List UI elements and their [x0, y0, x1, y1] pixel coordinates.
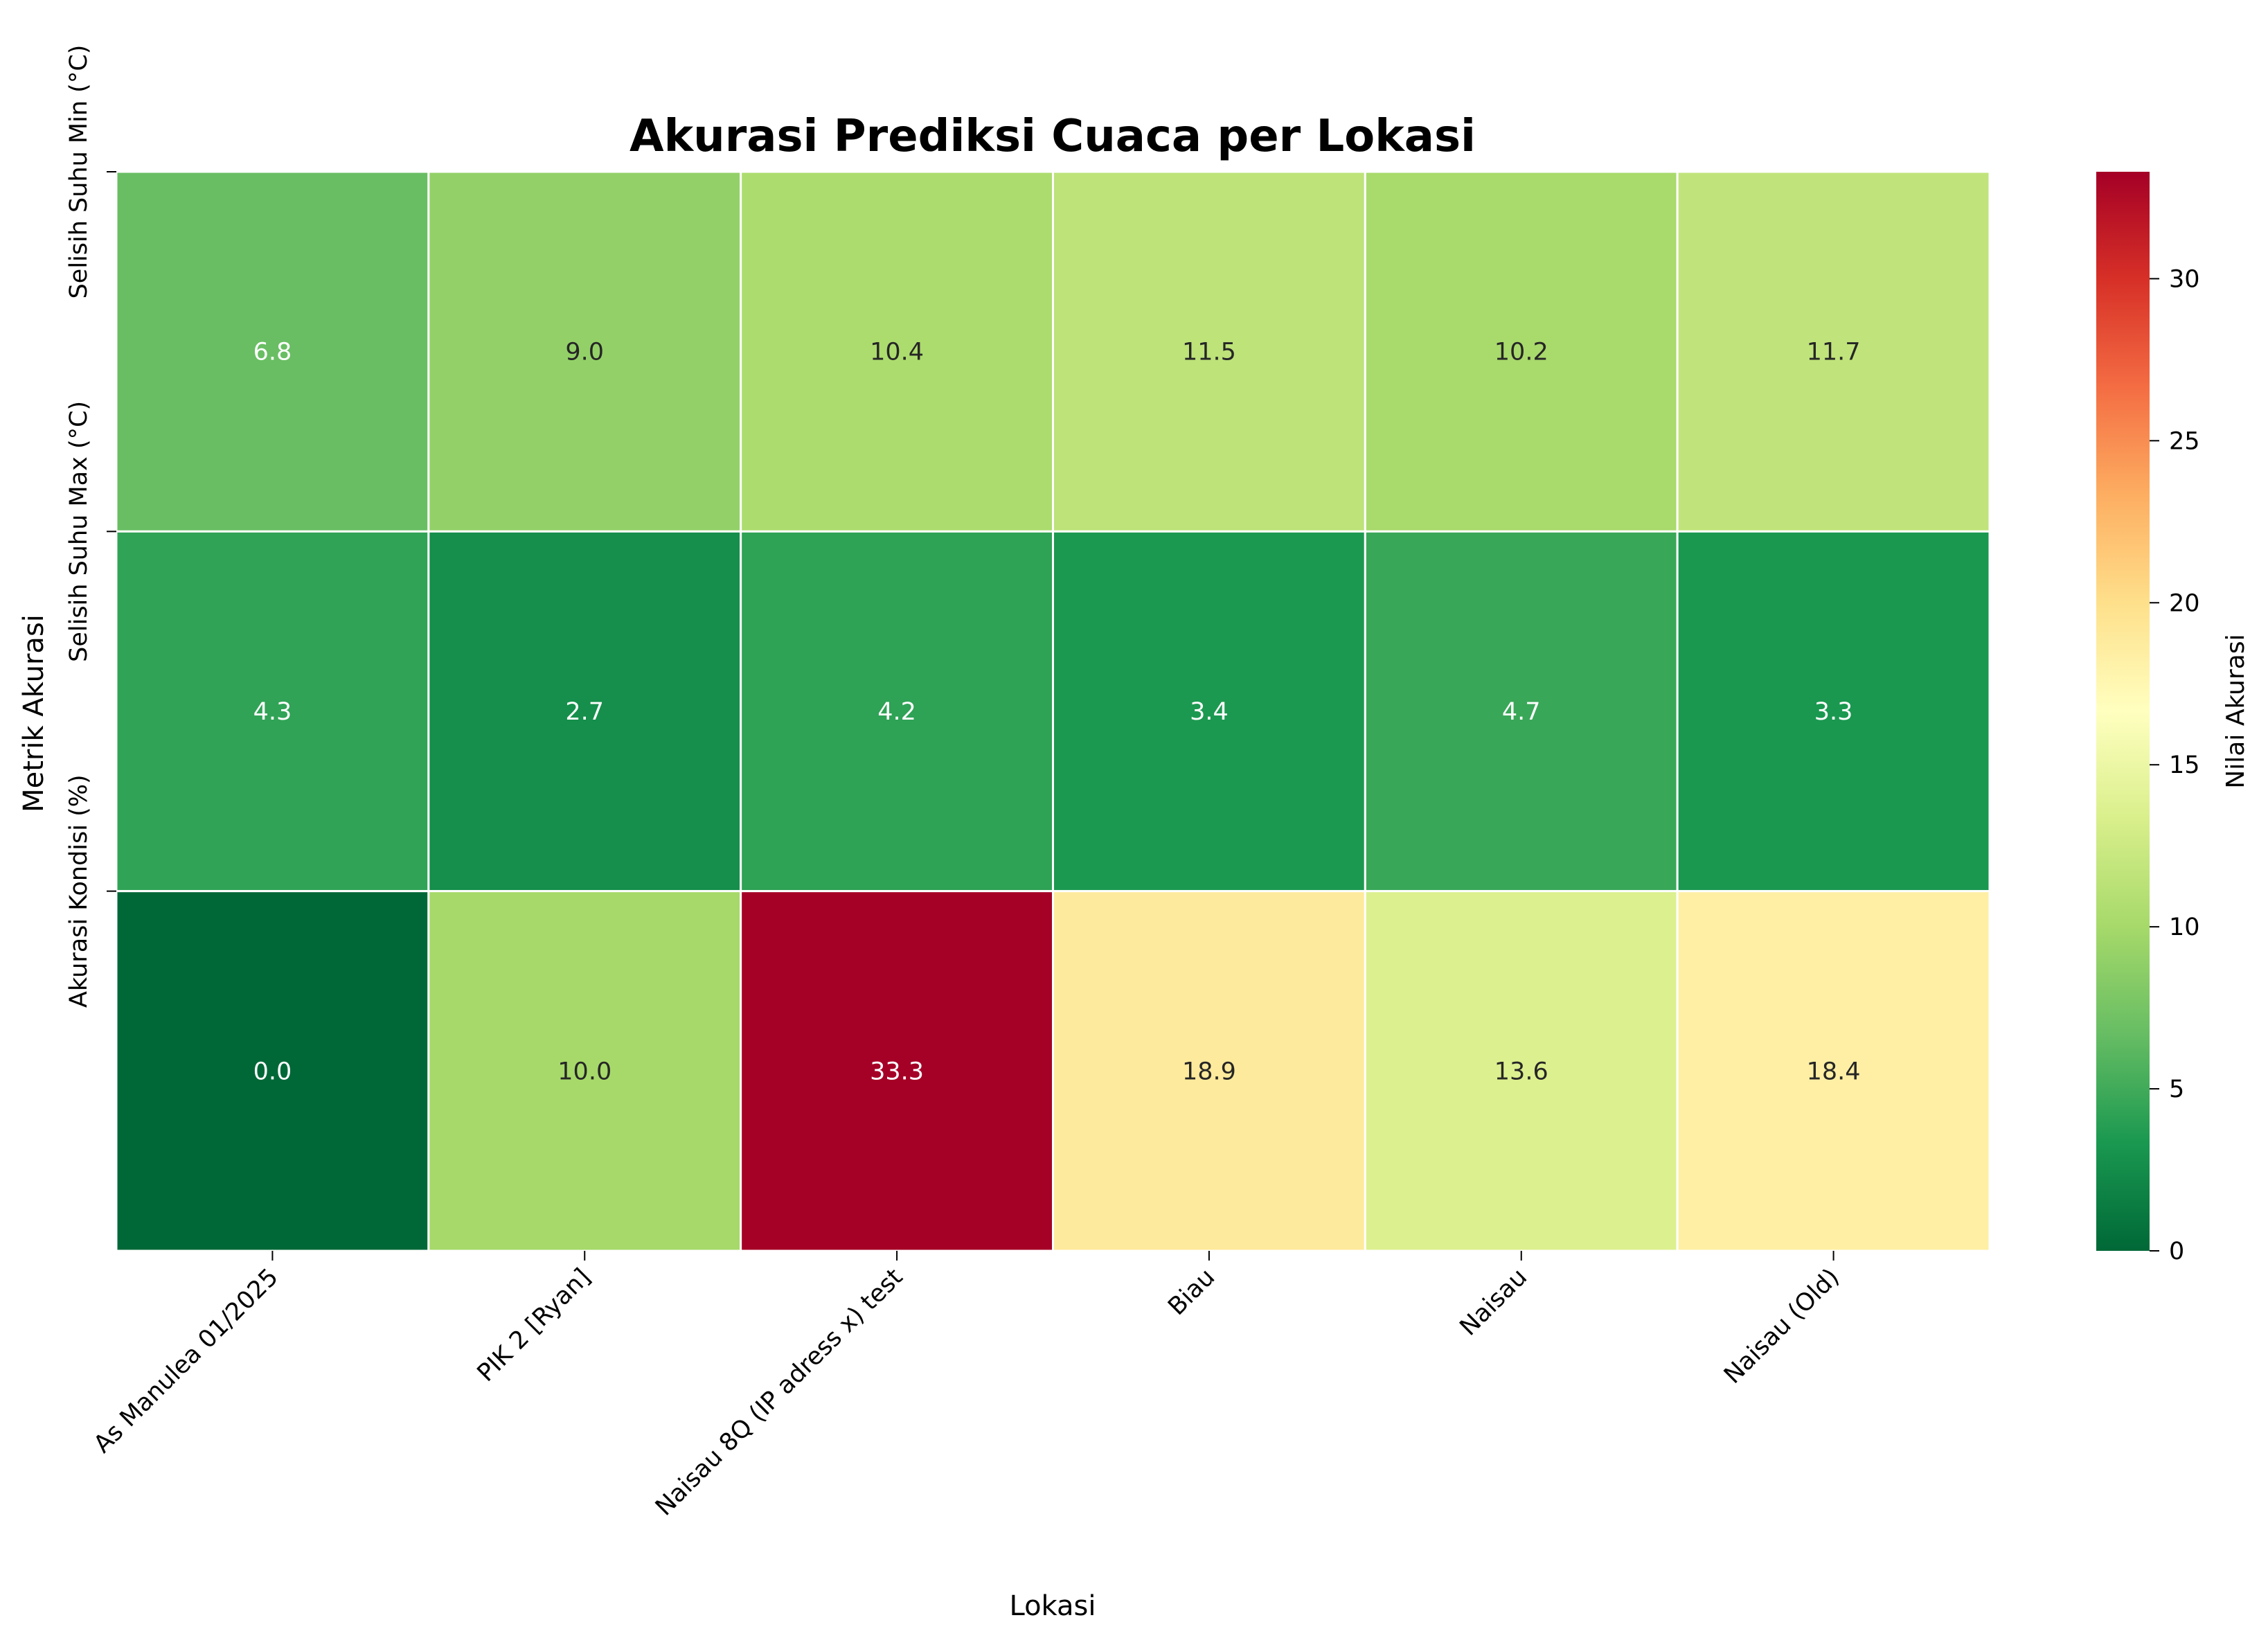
colorbar-tick-label: 10: [2169, 914, 2200, 941]
heatmap-cell: [740, 170, 1054, 533]
x-axis-label: Lokasi: [1010, 1590, 1096, 1622]
cell-annotation: 18.4: [1807, 1058, 1861, 1085]
cell-annotation: 4.2: [877, 698, 916, 726]
cell-annotation: 4.7: [1502, 698, 1541, 726]
cell-annotation: 10.2: [1494, 339, 1548, 366]
heatmap-cell: [740, 890, 1054, 1252]
cell-annotation: 13.6: [1494, 1058, 1548, 1085]
y-axis-label: Metrik Akurasi: [18, 614, 50, 812]
heatmap-cell: [1052, 170, 1366, 533]
x-tick-label: Naisau 8Q (IP adress x) test: [650, 1263, 908, 1521]
cell-annotation: 4.3: [253, 698, 292, 726]
x-tick-label: PIK 2 [Ryan]: [472, 1263, 596, 1387]
cell-annotation: 10.4: [870, 339, 924, 366]
cell-annotation: 18.9: [1182, 1058, 1236, 1085]
x-tick-label: As Manulea 01/2025: [89, 1263, 284, 1459]
heatmap-cell: [115, 170, 430, 533]
colorbar-label: Nilai Akurasi: [2222, 634, 2250, 788]
y-tick-label: Akurasi Kondisi (%): [65, 774, 93, 1008]
heatmap-cell: [427, 890, 742, 1252]
colorbar-ticks: 0 5 10 15 20 25 30: [2150, 265, 2200, 1265]
colorbar-tick-label: 25: [2169, 427, 2200, 455]
heatmap-cell: [1364, 170, 1679, 533]
heatmap-cell: [427, 530, 742, 893]
cell-annotation: 11.5: [1182, 339, 1236, 366]
heatmap-cell: [1676, 170, 1991, 533]
heatmap-cell: [1676, 890, 1991, 1252]
cell-annotation: 9.0: [565, 339, 604, 366]
cell-annotation: 11.7: [1807, 339, 1861, 366]
colorbar-tick-label: 5: [2169, 1076, 2184, 1103]
colorbar-tick-label: 15: [2169, 751, 2200, 779]
cell-annotation: 6.8: [253, 339, 292, 366]
y-tick-label: Selisih Suhu Max (°C): [65, 401, 93, 662]
y-tick-label: Selisih Suhu Min (°C): [65, 45, 93, 299]
cell-annotation: 10.0: [557, 1058, 611, 1085]
x-axis-ticks: As Manulea 01/2025 PIK 2 [Ryan] Naisau 8Q …: [89, 1251, 1845, 1521]
heatmap-cell: [427, 170, 742, 533]
cell-annotation: 0.0: [253, 1058, 292, 1085]
heatmap-cell: [1052, 890, 1366, 1252]
heatmap-cell: [115, 890, 430, 1252]
x-tick-label: Biau: [1163, 1263, 1220, 1321]
x-tick-label: Naisau: [1455, 1263, 1533, 1342]
heatmap-cell: [115, 530, 430, 893]
cell-annotation: 3.4: [1190, 698, 1229, 726]
colorbar: [2096, 172, 2150, 1251]
x-tick-label: Naisau (Old): [1719, 1263, 1845, 1389]
cell-annotation: 3.3: [1814, 698, 1853, 726]
colorbar-tick-label: 30: [2169, 265, 2200, 293]
y-axis-ticks: Selisih Suhu Min (°C) Selisih Suhu Max (°…: [65, 45, 116, 1008]
heatmap-cell: [1052, 530, 1366, 893]
colorbar-tick-label: 20: [2169, 589, 2200, 617]
chart-title: Akurasi Prediksi Cuaca per Lokasi: [629, 111, 1476, 162]
heatmap-cell: [1676, 530, 1991, 893]
heatmap-cell: [1364, 890, 1679, 1252]
cell-annotation: 2.7: [565, 698, 604, 726]
cell-annotation: 33.3: [870, 1058, 924, 1085]
heatmap-cells: 6.8 9.0 10.4 11.5 10.2 11.7 4.3 2.7 4.2 3.4 4.7 3.3…: [115, 170, 1991, 1252]
colorbar-tick-label: 0: [2169, 1238, 2184, 1265]
